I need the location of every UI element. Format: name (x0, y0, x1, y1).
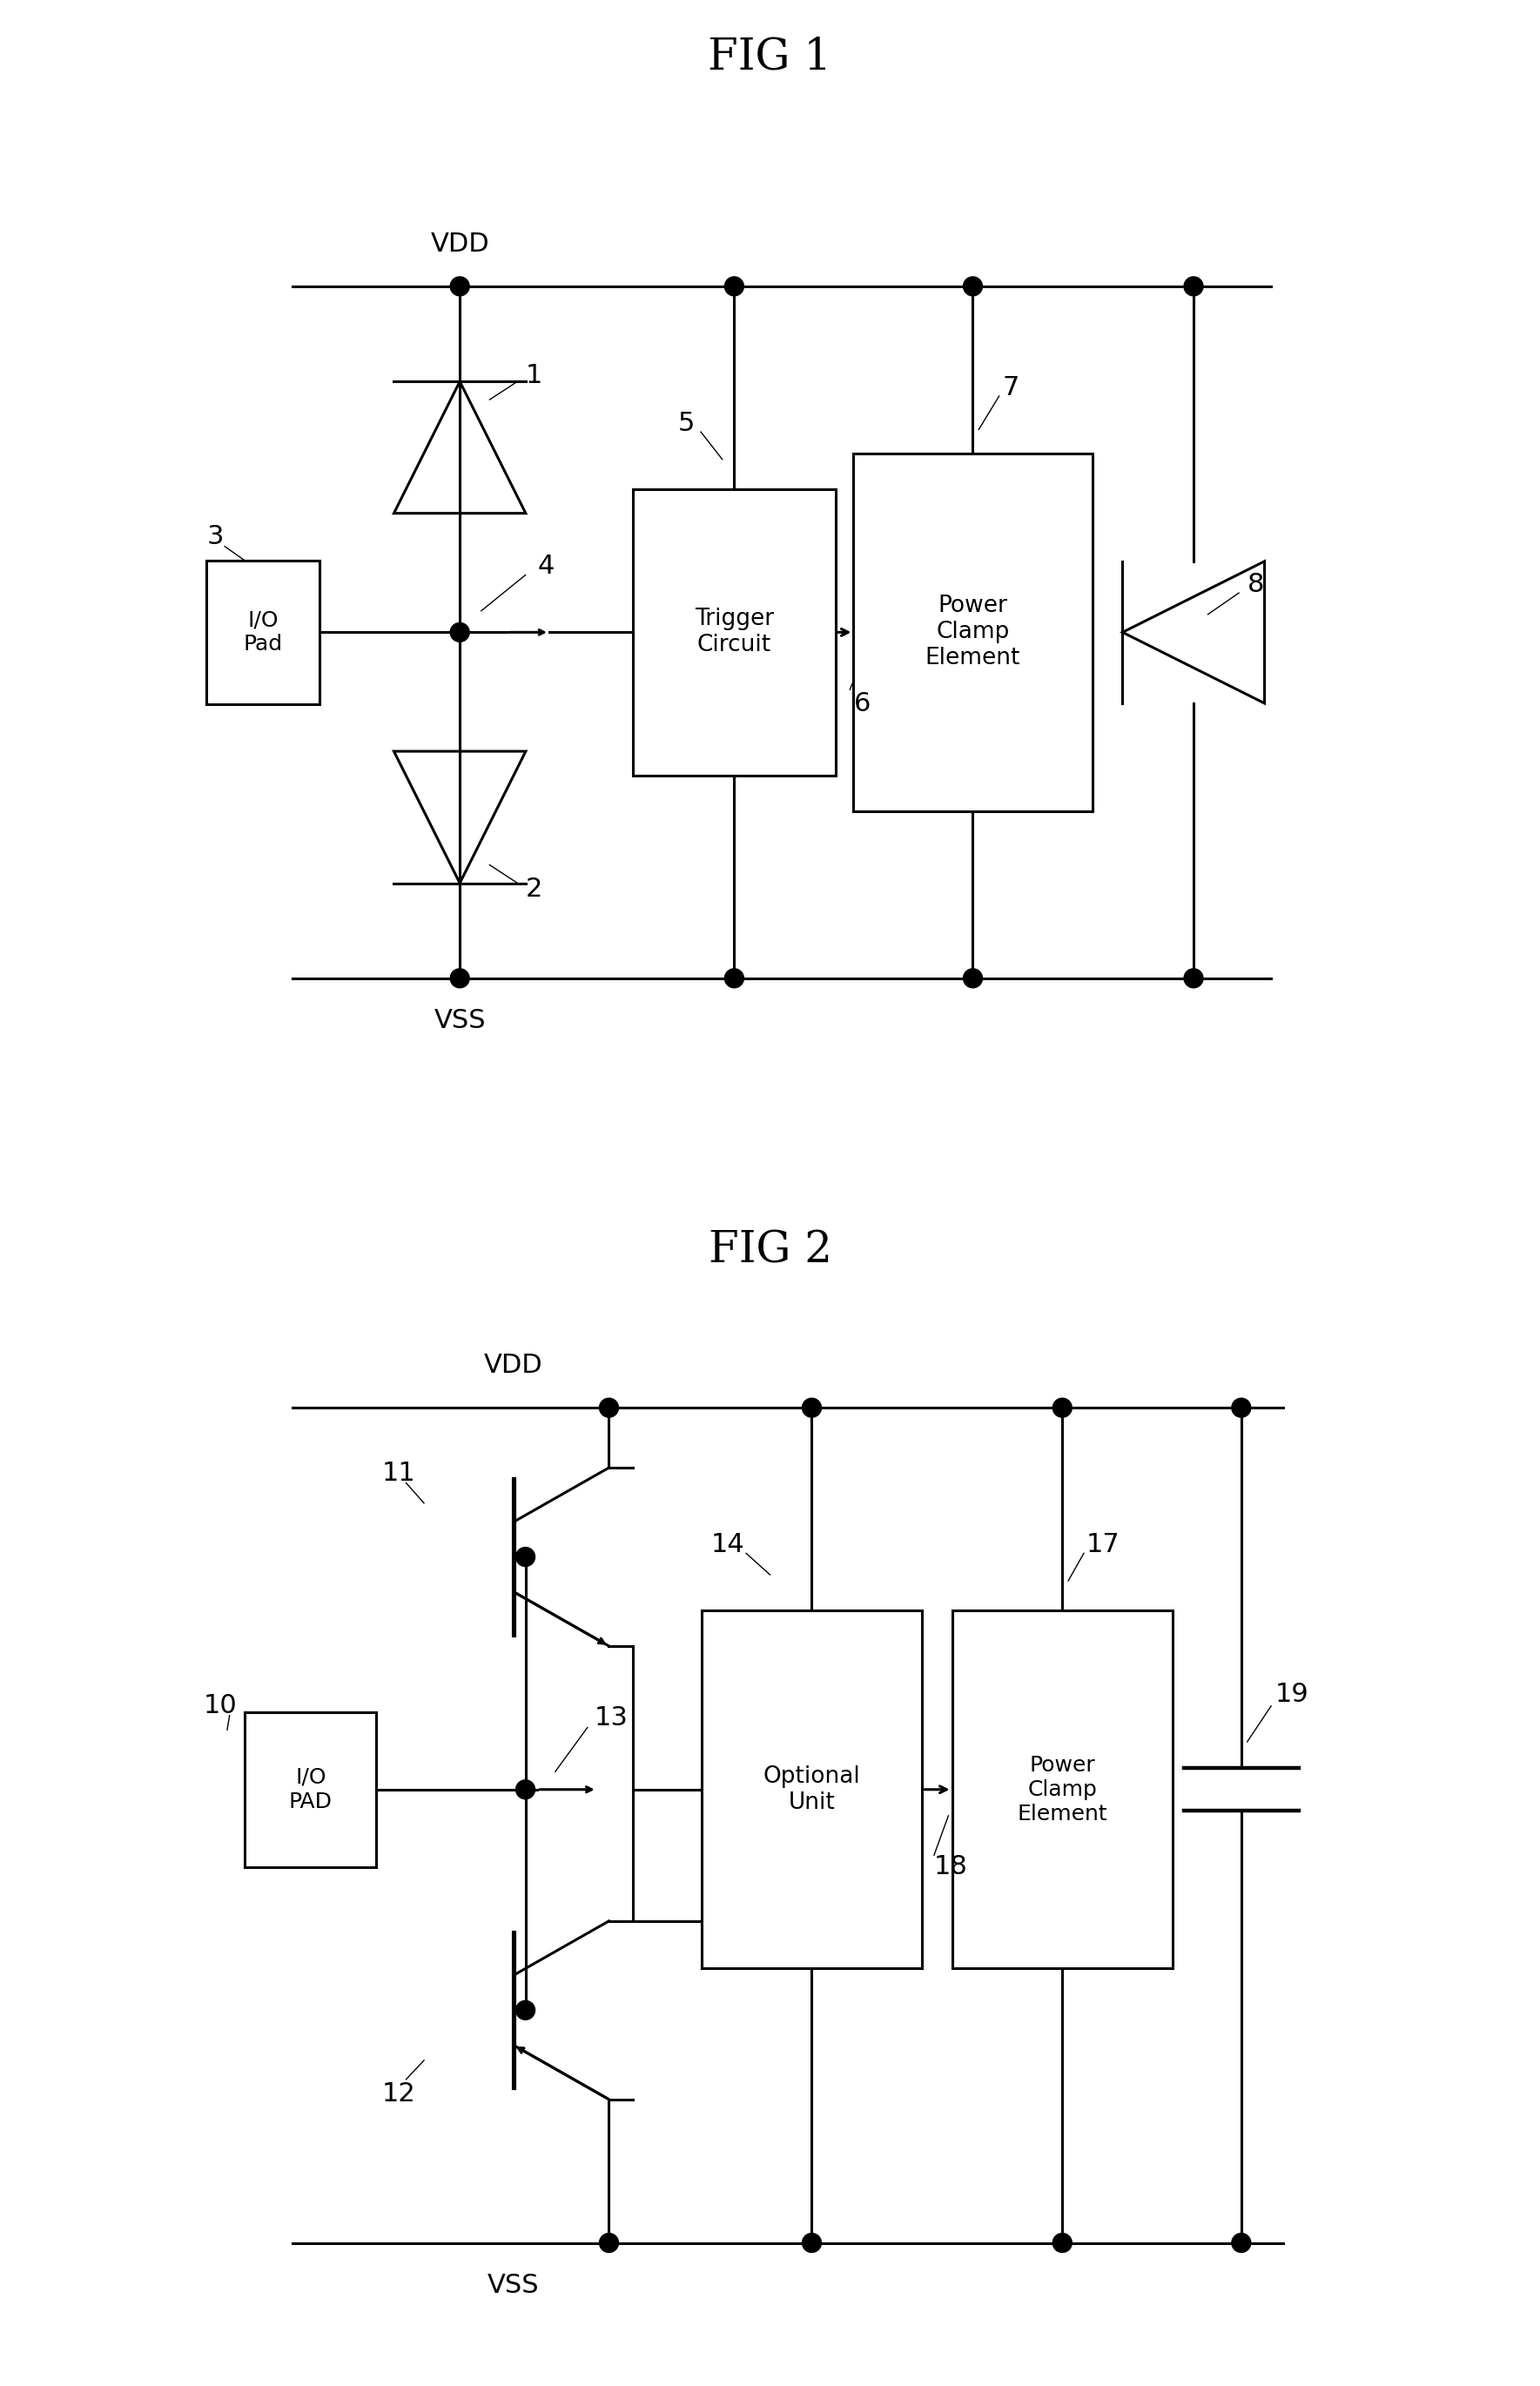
Text: 6: 6 (853, 692, 870, 716)
Circle shape (516, 1999, 534, 2019)
Bar (206, 561, 320, 704)
Circle shape (802, 2233, 821, 2252)
Circle shape (599, 1398, 619, 1417)
Circle shape (516, 1780, 534, 1799)
Text: 1: 1 (525, 363, 542, 389)
Text: 5: 5 (678, 410, 695, 437)
Text: 3: 3 (206, 525, 223, 549)
Text: 2: 2 (525, 876, 542, 902)
Text: I/O
Pad: I/O Pad (243, 611, 282, 654)
Text: 18: 18 (935, 1854, 969, 1880)
Circle shape (964, 277, 983, 296)
Circle shape (1184, 277, 1203, 296)
Circle shape (1232, 1398, 1250, 1417)
Text: VDD: VDD (484, 1353, 544, 1379)
Text: 13: 13 (594, 1706, 628, 1730)
Circle shape (725, 277, 744, 296)
Text: 7: 7 (1003, 375, 1019, 401)
Bar (952, 1611, 1172, 1968)
Text: 19: 19 (1275, 1682, 1309, 1706)
Bar (633, 489, 836, 775)
Text: 17: 17 (1086, 1532, 1120, 1558)
Text: Power
Clamp
Element: Power Clamp Element (1018, 1754, 1107, 1825)
Text: VSS: VSS (434, 1007, 485, 1033)
Circle shape (1053, 1398, 1072, 1417)
Text: VDD: VDD (430, 231, 490, 258)
Text: Power
Clamp
Element: Power Clamp Element (926, 594, 1021, 670)
Text: 10: 10 (203, 1694, 237, 1718)
Circle shape (1184, 969, 1203, 988)
Bar (853, 453, 1092, 811)
Circle shape (516, 1549, 534, 1568)
Text: 12: 12 (382, 2081, 416, 2107)
Text: 14: 14 (711, 1532, 745, 1558)
Circle shape (1232, 2233, 1250, 2252)
Text: I/O
PAD: I/O PAD (290, 1768, 333, 1811)
Circle shape (802, 1398, 821, 1417)
Text: 8: 8 (1247, 573, 1264, 596)
Circle shape (964, 969, 983, 988)
Text: VSS: VSS (488, 2271, 539, 2298)
Text: FIG 1: FIG 1 (708, 36, 832, 79)
Circle shape (450, 969, 470, 988)
Text: Trigger
Circuit: Trigger Circuit (695, 608, 775, 656)
Circle shape (450, 623, 470, 642)
Bar (245, 1713, 376, 1866)
Circle shape (725, 969, 744, 988)
Text: FIG 2: FIG 2 (708, 1229, 832, 1272)
Circle shape (599, 2233, 619, 2252)
Bar (701, 1611, 922, 1968)
Text: 4: 4 (537, 554, 554, 580)
Text: Optional
Unit: Optional Unit (764, 1766, 861, 1813)
Circle shape (1053, 2233, 1072, 2252)
Circle shape (450, 277, 470, 296)
Text: 11: 11 (382, 1460, 416, 1486)
